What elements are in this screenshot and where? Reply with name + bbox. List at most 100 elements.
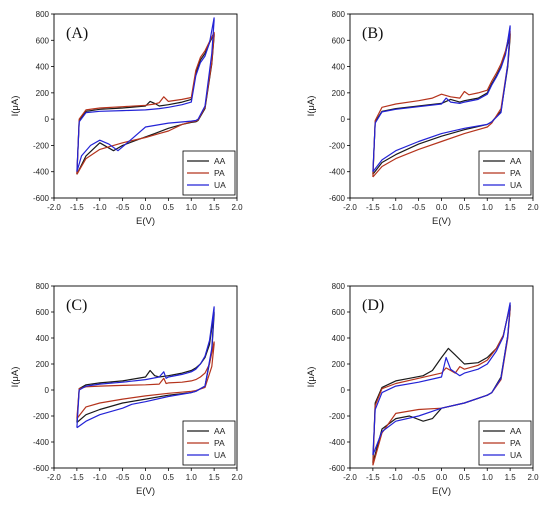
y-tick-label: -200	[33, 412, 50, 421]
y-tick-label: 0	[45, 115, 50, 124]
x-tick-label: -1.5	[366, 203, 380, 212]
x-tick-label: -0.5	[412, 473, 426, 482]
y-tick-label: -200	[33, 141, 50, 150]
x-tick-label: 0.5	[163, 473, 175, 482]
x-tick-label: -1.0	[389, 473, 403, 482]
series-line-ua	[76, 17, 215, 172]
y-tick-label: 400	[36, 334, 50, 343]
y-tick-label: -200	[329, 141, 346, 150]
x-axis-label: E(V)	[432, 216, 451, 227]
y-tick-label: -600	[329, 464, 346, 473]
y-axis-label: I(μA)	[10, 96, 21, 117]
x-tick-label: -0.5	[412, 203, 426, 212]
y-tick-label: -600	[329, 194, 346, 203]
legend: AA PA UA	[182, 150, 236, 196]
y-tick-label: 200	[332, 89, 346, 98]
legend-label-pa: PA	[510, 168, 521, 178]
series-line-ua	[372, 302, 511, 456]
y-tick-label: 400	[332, 63, 346, 72]
x-tick-label: -1.0	[93, 473, 107, 482]
series-line-ua	[372, 25, 511, 173]
x-tick-label: 0.0	[140, 203, 152, 212]
legend-label-aa: AA	[510, 156, 522, 166]
x-tick-label: -1.0	[93, 203, 107, 212]
chart-panel-a: -2.0 -1.5 -1.0 -0.5 0.0 0.5 1.0 1.5 2.0 -600 -400 -…	[10, 10, 243, 227]
x-tick-label: -2.0	[47, 473, 61, 482]
x-tick-label: 1.5	[209, 473, 221, 482]
y-axis-label: I(μA)	[306, 96, 317, 117]
y-tick-label: 400	[36, 63, 50, 72]
panel-label: (B)	[362, 25, 383, 42]
x-tick-label: 1.0	[186, 203, 198, 212]
x-tick-label: -2.0	[47, 203, 61, 212]
y-tick-label: -400	[329, 168, 346, 177]
x-tick-label: 0.5	[163, 203, 175, 212]
x-tick-label: 1.5	[505, 473, 517, 482]
y-tick-label: 600	[36, 308, 50, 317]
x-tick-label: 0.0	[436, 473, 448, 482]
y-tick-label: 600	[332, 308, 346, 317]
y-tick-label: -400	[329, 438, 346, 447]
legend-label-ua: UA	[214, 180, 226, 190]
y-axis-label: I(μA)	[306, 367, 317, 388]
x-tick-label: -0.5	[116, 473, 130, 482]
legend-label-aa: AA	[510, 426, 522, 436]
legend-label-pa: PA	[214, 168, 225, 178]
x-tick-label: 0.0	[436, 203, 448, 212]
x-tick-label: 1.0	[482, 473, 494, 482]
legend: AA PA UA	[478, 420, 532, 466]
x-tick-label: -2.0	[343, 203, 357, 212]
legend: AA PA UA	[478, 150, 532, 196]
y-tick-label: 800	[36, 282, 50, 291]
legend-label-ua: UA	[510, 180, 522, 190]
x-tick-label: 2.0	[231, 473, 243, 482]
y-tick-label: 800	[332, 10, 346, 19]
legend-label-ua: UA	[510, 450, 522, 460]
x-tick-label: -1.5	[70, 473, 84, 482]
y-tick-label: -600	[33, 194, 50, 203]
series-line-ua	[76, 306, 215, 429]
y-tick-label: 600	[332, 36, 346, 45]
y-tick-label: -600	[33, 464, 50, 473]
x-tick-label: -0.5	[116, 203, 130, 212]
x-axis-label: E(V)	[136, 486, 155, 497]
chart-panel-d: -2.0 -1.5 -1.0 -0.5 0.0 0.5 1.0 1.5 2.0 -600 -400 -…	[306, 282, 539, 497]
y-tick-label: -400	[33, 168, 50, 177]
x-tick-label: 0.0	[140, 473, 152, 482]
y-tick-label: 0	[341, 386, 346, 395]
legend-label-pa: PA	[510, 438, 521, 448]
y-tick-label: 400	[332, 334, 346, 343]
panel-label: (C)	[66, 297, 87, 314]
y-axis-label: I(μA)	[10, 367, 21, 388]
y-tick-label: 200	[36, 360, 50, 369]
x-tick-label: 2.0	[527, 203, 539, 212]
y-tick-label: 800	[36, 10, 50, 19]
x-axis-label: E(V)	[432, 486, 451, 497]
y-tick-label: 0	[45, 386, 50, 395]
y-tick-label: 800	[332, 282, 346, 291]
x-axis-label: E(V)	[136, 216, 155, 227]
y-tick-label: -400	[33, 438, 50, 447]
legend-label-aa: AA	[214, 156, 226, 166]
x-tick-label: -1.0	[389, 203, 403, 212]
series-line-pa	[372, 30, 511, 178]
legend-label-aa: AA	[214, 426, 226, 436]
x-tick-label: 2.0	[231, 203, 243, 212]
x-tick-label: 1.5	[209, 203, 221, 212]
x-tick-label: 0.5	[459, 203, 471, 212]
series-line-pa	[76, 341, 215, 419]
panel-label: (D)	[362, 297, 384, 314]
legend-label-pa: PA	[214, 438, 225, 448]
x-tick-label: 0.5	[459, 473, 471, 482]
y-tick-label: 200	[332, 360, 346, 369]
y-tick-label: 0	[341, 115, 346, 124]
chart-panel-c: -2.0 -1.5 -1.0 -0.5 0.0 0.5 1.0 1.5 2.0 -600 -400 -…	[10, 282, 243, 497]
x-tick-label: -2.0	[343, 473, 357, 482]
x-tick-label: 1.0	[186, 473, 198, 482]
x-tick-label: 2.0	[527, 473, 539, 482]
series-line-aa	[76, 311, 215, 423]
y-tick-label: -200	[329, 412, 346, 421]
y-tick-label: 200	[36, 89, 50, 98]
chart-panel-b: -2.0 -1.5 -1.0 -0.5 0.0 0.5 1.0 1.5 2.0 -600 -400 -…	[306, 10, 539, 227]
